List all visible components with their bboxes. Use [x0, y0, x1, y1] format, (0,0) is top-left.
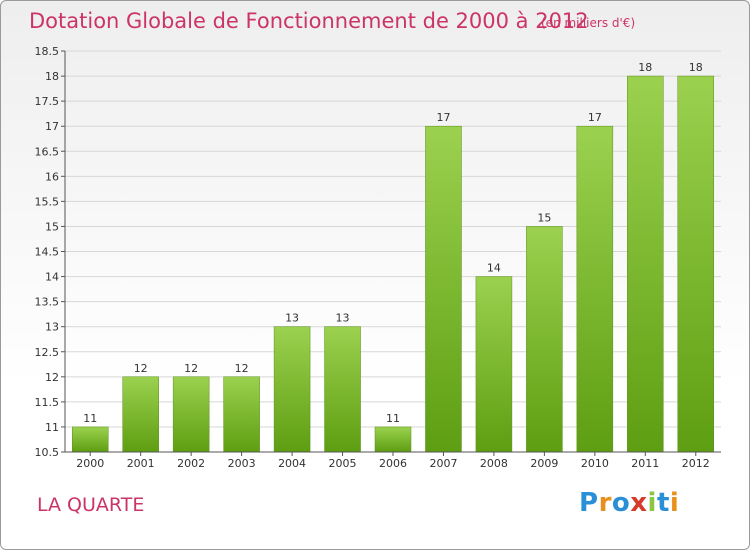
data-label: 15 — [537, 211, 551, 224]
commune-name: LA QUARTE — [37, 494, 145, 516]
y-tick-label: 12.5 — [35, 346, 60, 359]
x-tick-label: 2001 — [127, 457, 155, 470]
x-tick-label: 2000 — [76, 457, 104, 470]
grid-lines — [65, 50, 721, 453]
y-tick-label: 11 — [45, 421, 59, 434]
chart-title: Dotation Globale de Fonctionnement de 20… — [29, 9, 589, 33]
y-tick-label: 10.5 — [35, 446, 60, 459]
data-label: 18 — [638, 61, 652, 74]
y-tick-label: 16.5 — [35, 145, 60, 158]
data-label: 12 — [184, 362, 198, 375]
x-tick-label: 2011 — [631, 457, 659, 470]
y-tick-label: 18 — [45, 70, 59, 83]
bar — [122, 376, 159, 453]
y-tick-label: 18.5 — [35, 45, 60, 58]
data-label: 14 — [487, 262, 501, 275]
data-label: 18 — [689, 61, 703, 74]
bar — [627, 75, 664, 453]
x-tick-label: 2006 — [379, 457, 407, 470]
bar — [374, 426, 412, 453]
data-label: 17 — [588, 111, 602, 124]
y-tick-label: 14.5 — [35, 246, 60, 259]
x-tick-label: 2004 — [278, 457, 306, 470]
y-tick-label: 15.5 — [35, 195, 60, 208]
data-label: 12 — [235, 362, 249, 375]
y-tick-label: 16 — [45, 170, 59, 183]
y-tick-label: 17.5 — [35, 95, 60, 108]
y-tick-label: 13.5 — [35, 296, 60, 309]
bar — [425, 125, 462, 453]
chart-subtitle: (en milliers d'€) — [541, 16, 636, 30]
x-tick-label: 2007 — [429, 457, 457, 470]
data-label: 13 — [285, 312, 299, 325]
data-labels: 11 12 12 12 13 13 11 17 14 15 17 18 18 — [83, 61, 703, 425]
y-tick-label: 12 — [45, 371, 59, 384]
bar — [324, 326, 361, 453]
x-tick-label: 2010 — [581, 457, 609, 470]
x-tick-label: 2009 — [530, 457, 558, 470]
bar — [172, 376, 210, 453]
y-tick-label: 17 — [45, 120, 59, 133]
logo-letter: P — [579, 488, 599, 518]
y-tick-label: 13 — [45, 321, 59, 334]
x-tick-label: 2003 — [228, 457, 256, 470]
data-label: 13 — [336, 312, 350, 325]
bar — [71, 426, 109, 453]
x-tick-label: 2008 — [480, 457, 508, 470]
bar — [273, 326, 311, 453]
data-label: 17 — [436, 111, 450, 124]
data-label: 11 — [386, 412, 400, 425]
y-axis-ticks: 10.5 11 11.5 12 12.5 13 13.5 14 14.5 15 15.5 16 16.5… — [35, 45, 65, 459]
bar — [576, 125, 614, 453]
y-tick-label: 15 — [45, 220, 59, 233]
x-tick-label: 2002 — [177, 457, 205, 470]
bar — [475, 276, 513, 453]
x-axis-ticks: 2000 2001 2002 2003 2004 2005 2006 2007 2008 2009… — [76, 452, 710, 470]
x-tick-label: 2012 — [682, 457, 710, 470]
bar — [677, 75, 715, 453]
bar — [526, 226, 563, 453]
logo-letter: t — [656, 488, 670, 518]
bars — [71, 75, 715, 453]
logo-letter: x — [630, 488, 648, 518]
logo-letter: r — [598, 488, 612, 518]
logo-letter: i — [647, 488, 657, 518]
data-label: 11 — [83, 412, 97, 425]
x-tick-label: 2005 — [329, 457, 357, 470]
y-tick-label: 11.5 — [35, 396, 60, 409]
y-tick-label: 14 — [45, 271, 59, 284]
bar — [223, 376, 260, 453]
logo-letter: i — [669, 488, 680, 518]
logo-letter: o — [611, 488, 631, 518]
data-label: 12 — [134, 362, 148, 375]
proxiti-logo: Proxiti — [579, 488, 679, 518]
